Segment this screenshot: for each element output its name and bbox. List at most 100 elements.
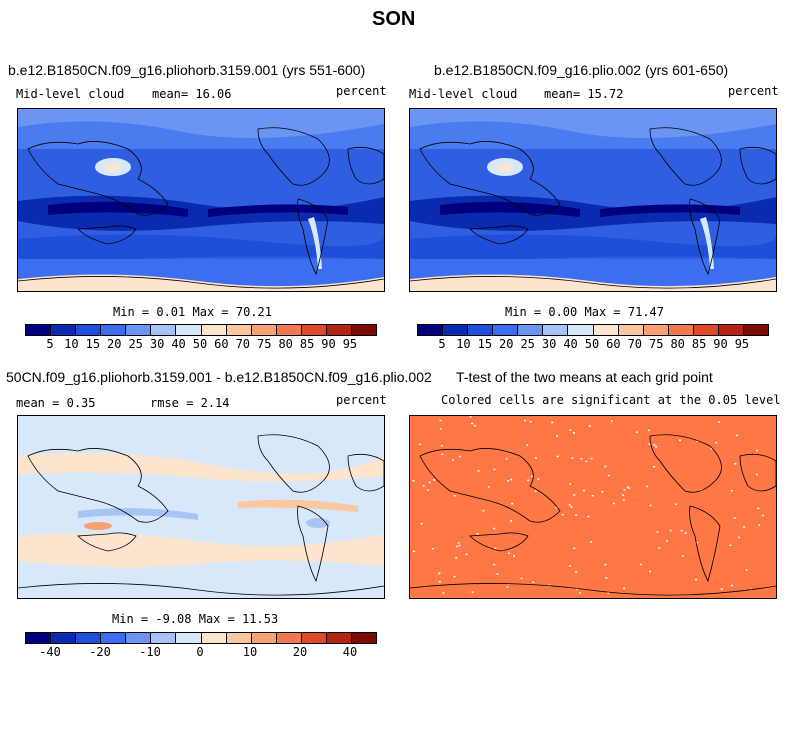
nonsignificant-cell [530,475,533,478]
panel2-colorbar-swatch [668,325,694,335]
nonsignificant-cell [507,480,509,482]
panel2-min-value: 0.00 [548,305,578,319]
panel3-colorbar-swatch [151,633,177,643]
panel1-colorbar-tick-label: 90 [321,337,336,351]
nonsignificant-cell [684,532,687,534]
nonsignificant-cell [695,578,697,581]
panel1-colorbar-swatch [226,325,252,335]
nonsignificant-cell [573,432,575,434]
panel3-colorbar-swatch [51,633,77,643]
panel2-colorbar-swatch [468,325,494,335]
nonsignificant-cell [568,565,571,567]
nonsignificant-cell [734,463,737,465]
panel1-colorbar-swatch [352,325,377,335]
panel3-colorbar-tick-label: 10 [242,645,258,659]
nonsignificant-cell [506,586,509,588]
nonsignificant-cell [622,494,624,496]
panel1-max-label: Max = [192,305,229,319]
panel3-max-label: Max = [198,612,235,626]
nonsignificant-cell [679,439,681,441]
panel2-colorbar-tick-label: 15 [477,337,493,351]
nonsignificant-cell [440,445,443,447]
nonsignificant-cell [570,506,573,508]
nonsignificant-cell [551,421,554,424]
nonsignificant-cell [440,428,442,430]
nonsignificant-cell [511,502,514,505]
nonsignificant-cell [569,429,572,431]
nonsignificant-cell [451,459,454,461]
panel3-colorbar-swatch [126,633,152,643]
panel1-colorbar-tick-label: 80 [278,337,293,351]
panel3-colorbar-swatch [352,633,377,643]
panel3-colorbar-swatch [276,633,302,643]
panel3-mean: mean = 0.35 [16,396,96,410]
nonsignificant-cell [610,420,613,422]
nonsignificant-cell [762,514,765,517]
nonsignificant-cell [573,494,576,496]
panel2-min-label: Min = [505,305,542,319]
panel3-min-value: -9.08 [155,612,192,626]
nonsignificant-cell [556,455,559,458]
nonsignificant-cell [532,581,535,584]
panel2-colorbar-swatch [518,325,544,335]
panel3-minmax: Min = -9.08 Max = 11.53 [112,612,278,626]
panel2-colorbar-swatch [593,325,619,335]
panel1-colorbar-tick-label: 20 [107,337,122,351]
panel1-colorbar-tick-label: 70 [235,337,251,351]
panel3-rmse: rmse = 2.14 [150,396,230,410]
nonsignificant-cell [529,420,532,423]
panel2-colorbar-swatch [568,325,594,335]
panel3-max-value: 11.53 [242,612,279,626]
panel2-map-field [410,109,776,291]
nonsignificant-cell [510,478,512,481]
panel3-colorbar [25,632,377,644]
nonsignificant-cell [607,592,610,594]
nonsignificant-cell [733,517,736,519]
panel1-units: percent [336,84,387,98]
panel1-colorbar-tick-label: 85 [299,337,315,351]
nonsignificant-cell [571,457,574,459]
nonsignificant-cell [527,479,530,482]
nonsignificant-cell [579,592,581,594]
panel2-colorbar-tick-label: 70 [627,337,643,351]
nonsignificant-cell [639,563,642,566]
nonsignificant-cell [653,444,656,446]
panel3-colorbar-swatch [176,633,202,643]
nonsignificant-cell [469,416,472,418]
nonsignificant-cell [413,550,416,553]
nonsignificant-cell [456,545,459,548]
nonsignificant-cell [418,443,421,445]
nonsignificant-cell [465,553,468,556]
nonsignificant-cell [427,489,430,491]
panel2-colorbar-swatch [493,325,519,335]
nonsignificant-cell [696,542,698,544]
nonsignificant-cell [758,524,761,526]
nonsignificant-cell [494,547,497,550]
nonsignificant-cell [561,514,564,516]
nonsignificant-cell [568,504,571,506]
nonsignificant-cell [471,422,474,425]
panel1-map [17,108,385,292]
nonsignificant-cell [482,509,485,512]
nonsignificant-cell [591,495,594,497]
panel2-colorbar-ticks: 5 10 15 20 25 30 40 50 60 70 75 80 85 90 95 [417,337,769,351]
panel2-minmax: Min = 0.00 Max = 71.47 [505,305,664,319]
panel1-mean-label: mean= [152,87,189,101]
panel4-map [409,415,777,599]
panel1-colorbar-tick-label: 50 [192,337,208,351]
panel2-map [409,108,777,292]
nonsignificant-cell [622,499,625,501]
panel1-colorbar-tick-label: 5 [46,337,54,351]
nonsignificant-cell [730,490,733,492]
nonsignificant-cell [648,429,650,432]
panel2-title: b.e12.B1850CN.f09_g16.plio.002 (yrs 601-… [434,62,729,78]
panel1-mean: mean= 16.06 [152,87,231,101]
nonsignificant-cell [441,453,444,455]
panel2-mean: mean= 15.72 [544,87,623,101]
nonsignificant-cell [575,588,578,590]
nonsignificant-cell [555,506,558,509]
panel3-colorbar-swatch [76,633,102,643]
nonsignificant-cell [649,570,651,573]
nonsignificant-cell [583,489,585,492]
panel1-colorbar-swatch [276,325,302,335]
